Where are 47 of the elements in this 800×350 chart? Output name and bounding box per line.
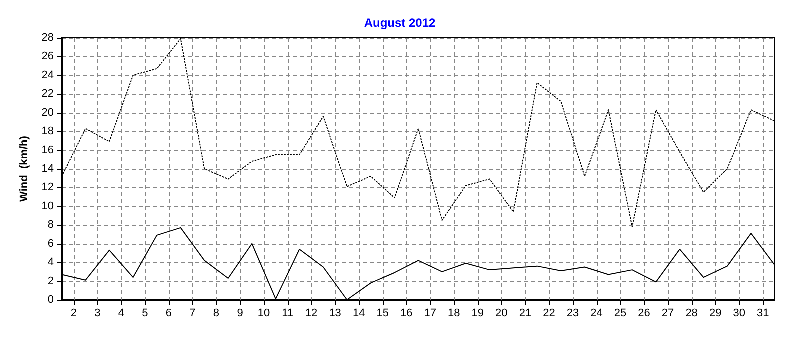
x-tick-label: 13 xyxy=(329,308,342,320)
x-tick-label: 7 xyxy=(190,308,196,320)
x-tick-label: 15 xyxy=(376,308,389,320)
x-tick-label: 24 xyxy=(590,308,603,320)
y-tick-label: 12 xyxy=(42,182,54,194)
x-tick-label: 27 xyxy=(662,308,674,320)
x-tick-label: 3 xyxy=(94,308,101,320)
y-tick-label: 20 xyxy=(42,106,54,119)
x-tick-label: 14 xyxy=(352,308,366,320)
y-tick-label: 0 xyxy=(48,294,54,306)
x-tick-label: 17 xyxy=(424,308,437,320)
x-tick-label: 21 xyxy=(519,308,532,320)
y-tick-label: 16 xyxy=(42,144,54,156)
y-tick-label: 6 xyxy=(48,238,54,250)
x-tick-label: 11 xyxy=(282,308,294,320)
x-tick-label: 20 xyxy=(496,308,508,320)
y-tick-label: 4 xyxy=(48,256,54,269)
y-tick-label: 26 xyxy=(42,50,54,63)
x-tick-label: 23 xyxy=(566,308,580,320)
x-tick-label: 12 xyxy=(305,308,318,320)
y-tick-label: 2 xyxy=(48,275,54,288)
x-tick-label: 5 xyxy=(142,308,148,320)
x-tick-label: 2 xyxy=(70,308,77,320)
x-tick-label: 22 xyxy=(543,308,556,320)
x-tick-label: 28 xyxy=(686,308,698,320)
y-tick-label: 22 xyxy=(42,88,54,100)
y-tick-label: 14 xyxy=(42,163,54,175)
x-tick-label: 31 xyxy=(756,308,770,320)
y-tick-label: 10 xyxy=(42,200,54,212)
y-tick-label: 18 xyxy=(42,126,54,138)
y-tick-label: 24 xyxy=(42,69,54,82)
y-tick-label: 28 xyxy=(42,32,54,44)
x-tick-label: 8 xyxy=(213,308,220,320)
x-tick-label: 19 xyxy=(472,308,484,320)
x-tick-label: 4 xyxy=(118,308,124,320)
chart-title: August 2012 xyxy=(364,16,436,30)
x-tick-label: 25 xyxy=(614,308,627,320)
y-axis-title: Wind (km/h) xyxy=(18,136,30,202)
x-tick-label: 29 xyxy=(709,308,722,320)
x-tick-label: 16 xyxy=(400,308,413,320)
x-tick-label: 6 xyxy=(166,308,172,320)
x-tick-label: 30 xyxy=(733,308,746,320)
x-tick-label: 9 xyxy=(237,308,244,320)
x-tick-label: 18 xyxy=(448,308,460,320)
y-tick-label: 8 xyxy=(48,219,54,232)
x-tick-label: 10 xyxy=(258,308,270,320)
x-tick-label: 26 xyxy=(638,308,650,320)
